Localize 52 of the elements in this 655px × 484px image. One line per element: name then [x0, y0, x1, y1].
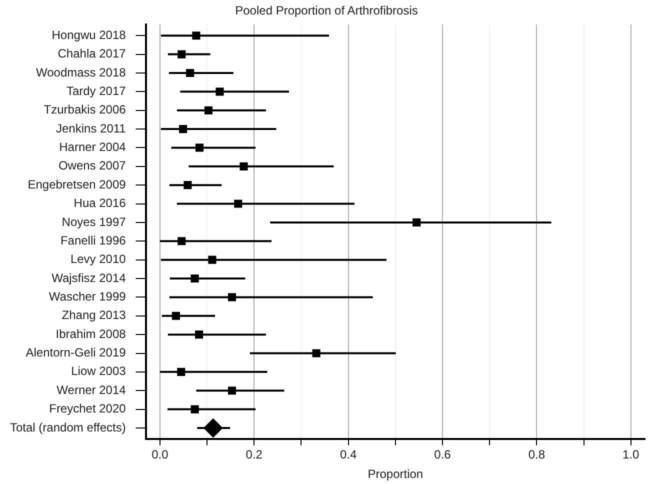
y-tick-label: Zhang 2013	[62, 308, 126, 322]
y-tick-label: Jenkins 2011	[56, 121, 126, 136]
y-tick-label: Hua 2016	[74, 196, 126, 210]
y-tick-label: Woodmass 2018	[36, 65, 126, 80]
chart-title: Pooled Proportion of Arthrofibrosis	[235, 4, 418, 18]
y-tick-label: Total (random effects)	[10, 420, 126, 434]
x-tick-label: 0.0	[152, 448, 169, 462]
x-axis-title: Proportion	[368, 467, 424, 482]
y-tick-label: Liow 2003	[71, 364, 126, 378]
point	[177, 368, 186, 376]
y-tick-label: Ibrahim 2008	[56, 326, 126, 341]
y-tick-label: Chahla 2017	[58, 46, 126, 61]
y-tick-label: Owens 2007	[58, 158, 126, 173]
y-tick-label: Alentorn-Geli 2019	[26, 346, 126, 360]
point	[178, 125, 188, 134]
y-tick-label: Engebretsen 2009	[28, 177, 126, 192]
y-tick-label: Levy 2010	[70, 252, 126, 266]
point	[190, 405, 199, 414]
point	[195, 330, 204, 339]
point	[204, 106, 212, 114]
y-tick-label: Wajsfisz 2014	[52, 270, 126, 285]
point	[228, 293, 236, 302]
y-tick-label: Harner 2004	[59, 140, 126, 154]
y-tick-label: Werner 2014	[56, 382, 126, 397]
point	[216, 88, 224, 96]
x-tick-label: 1.0	[622, 448, 640, 462]
point	[172, 312, 180, 320]
y-tick-label: Wascher 1999	[48, 290, 126, 304]
point	[412, 218, 421, 226]
y-tick-label: Fanelli 1996	[60, 233, 126, 248]
x-tick-label: 0.6	[434, 448, 452, 462]
point	[190, 274, 199, 283]
x-tick-label: 0.2	[246, 448, 263, 462]
y-tick-label: Tardy 2017	[66, 84, 126, 98]
point	[228, 386, 236, 395]
point	[204, 418, 223, 438]
point	[178, 50, 186, 58]
y-tick-label: Hongwu 2018	[52, 28, 126, 42]
point	[195, 144, 204, 152]
y-tick-label: Freychet 2020	[49, 402, 126, 416]
point	[192, 32, 200, 40]
point	[186, 68, 194, 78]
y-tick-label: Noyes 1997	[62, 214, 126, 229]
x-tick-label: 0.8	[528, 448, 546, 462]
point	[178, 237, 186, 246]
point	[240, 162, 248, 170]
x-tick-label: 0.4	[340, 448, 357, 462]
point	[184, 181, 192, 190]
point	[312, 349, 320, 358]
point	[234, 200, 242, 208]
y-tick-label: Tzurbakis 2006	[44, 102, 126, 117]
point	[208, 256, 216, 264]
